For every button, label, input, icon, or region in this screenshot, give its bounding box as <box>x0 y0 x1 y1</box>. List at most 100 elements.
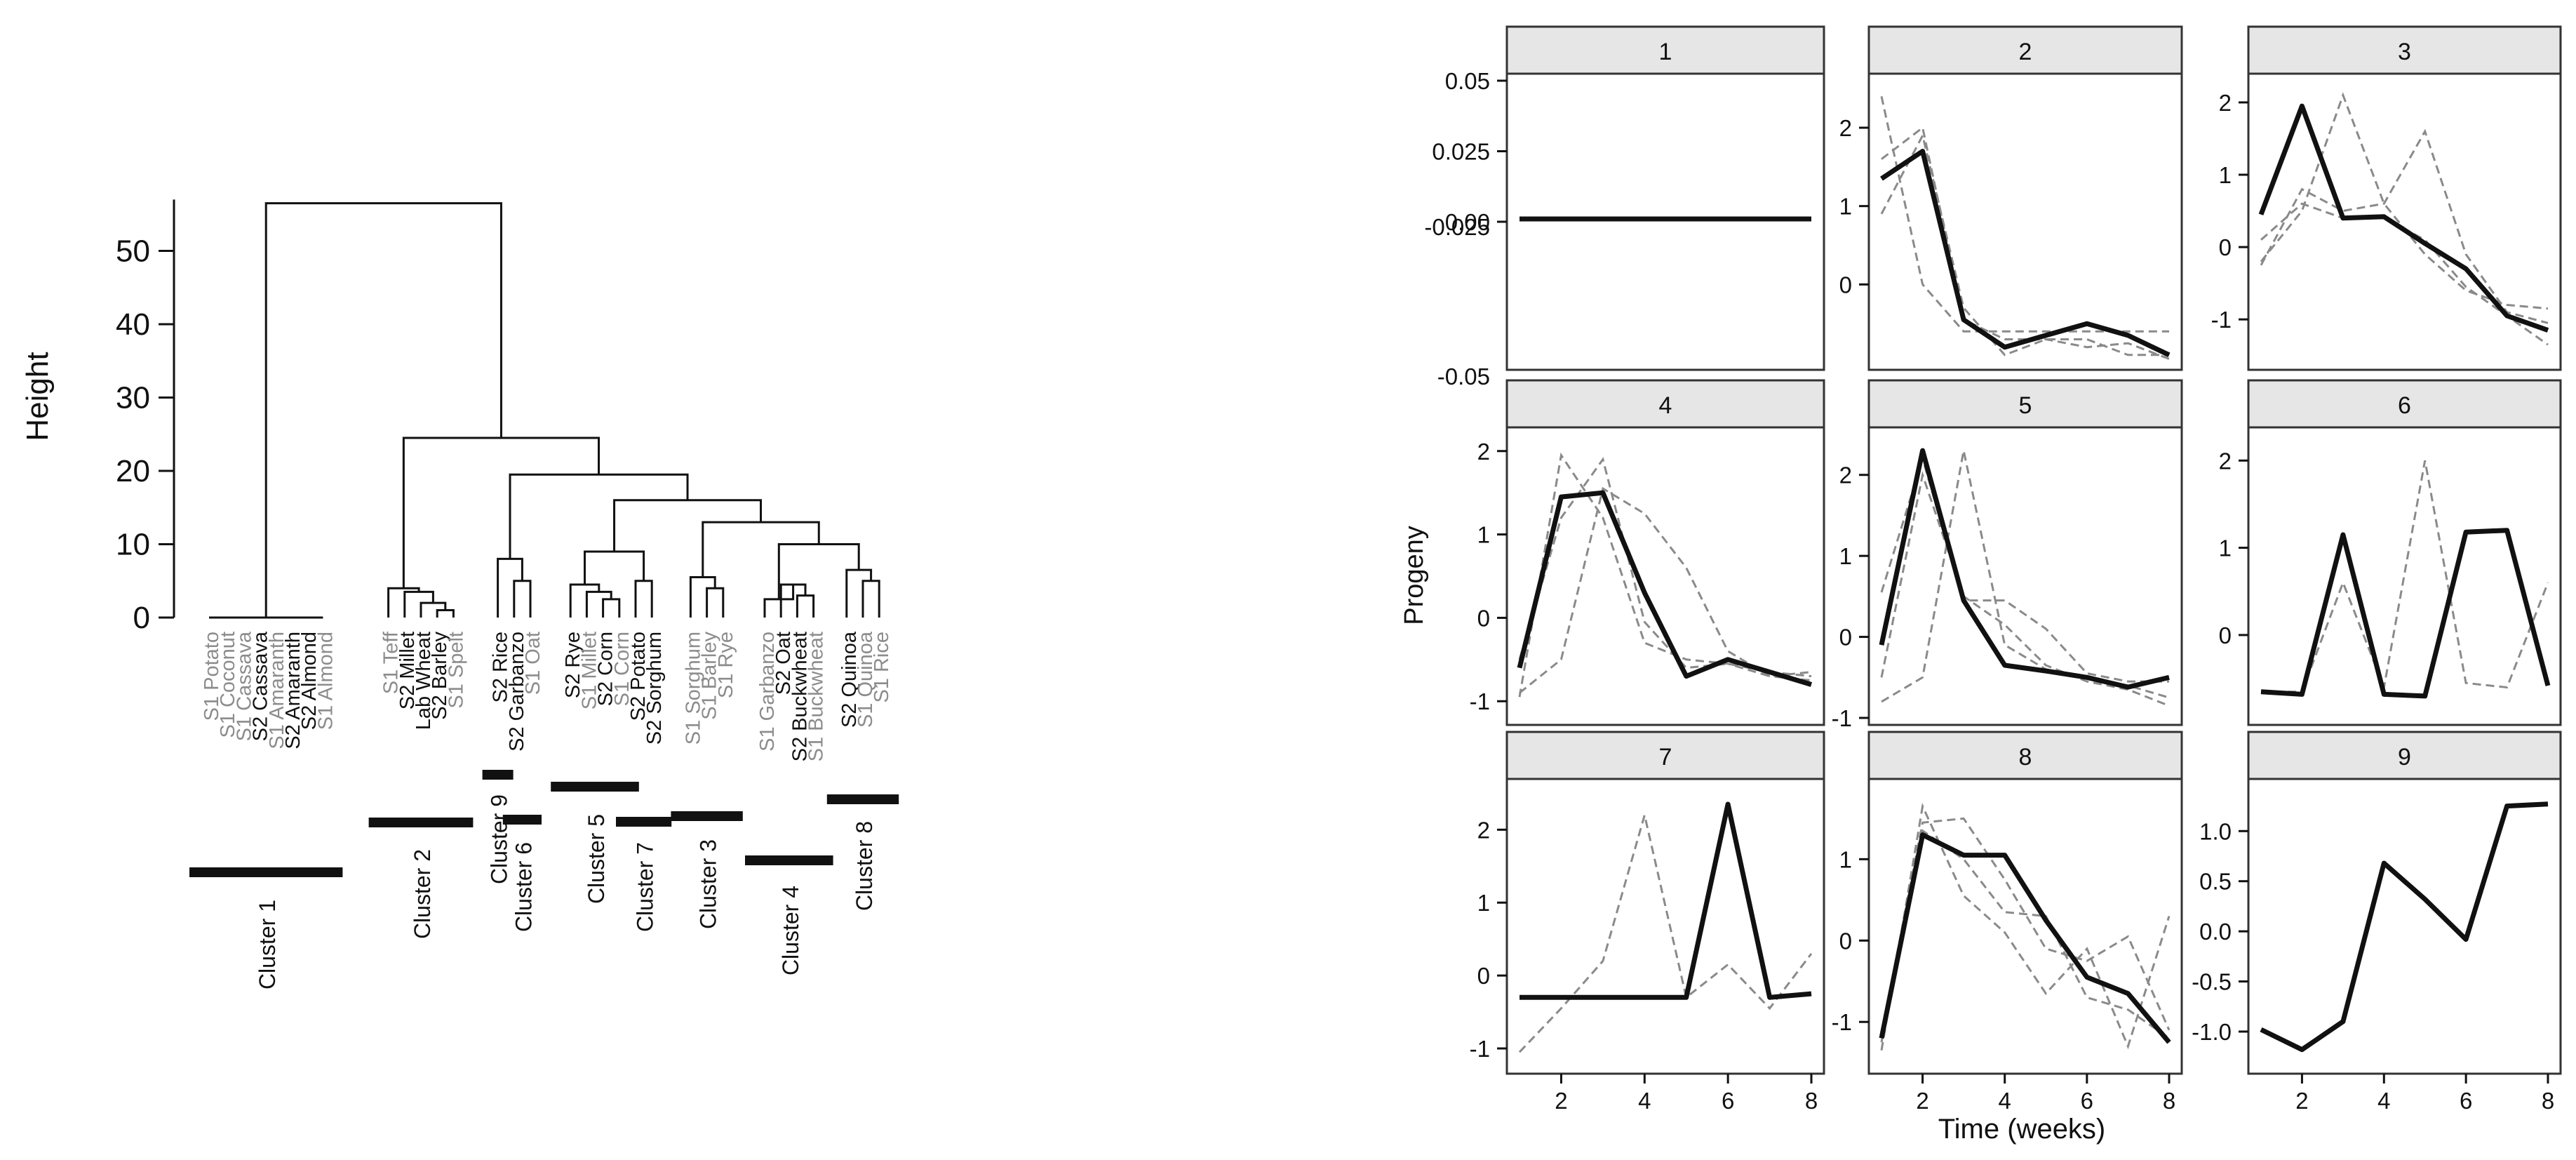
panel-y-tick-label: 1 <box>1839 543 1852 569</box>
panel-y-tick-label: 0.025 <box>1432 139 1490 165</box>
panel-y-tick-label: -1 <box>1832 1009 1852 1035</box>
dendrogram-link <box>689 576 716 618</box>
panel-y-tick-label: 0.5 <box>2199 869 2232 895</box>
dendrogram-leaf-label: S1 Spelt <box>445 632 467 709</box>
panel-y-tick-label: -0.05 <box>1437 364 1490 389</box>
dendrogram-leaf-label: Lab Wheat <box>412 632 435 730</box>
panel-y-tick-label: 0 <box>1839 272 1852 298</box>
panel-strip <box>1867 731 2183 780</box>
panel-9: 9 1.0 0.5 0.0 -0.5 -1.0 2 4 6 8 <box>2192 731 2562 1114</box>
panel-frame <box>1867 778 2183 1075</box>
panel-x-tick-label: 6 <box>2460 1088 2472 1114</box>
dendrogram-leaf-label: S2 Potato <box>627 632 650 721</box>
dendrogram-leaf-label: S2 Buckwheat <box>789 632 811 761</box>
dendrogram-branch <box>613 499 763 552</box>
panel-y-tick-label: 0.00 <box>1445 209 1490 235</box>
panel-title: 7 <box>1659 744 1672 771</box>
dendrogram-y-axis-title: Height <box>20 352 55 441</box>
dendrogram-leaf-label: S1 Corn <box>611 632 633 706</box>
cluster-label: Cluster 4 <box>778 886 803 975</box>
cluster-label: Cluster 6 <box>511 842 536 932</box>
panel-title: 8 <box>2019 744 2032 771</box>
panel-frame <box>2247 426 2562 726</box>
cluster-label: Cluster 2 <box>410 849 435 939</box>
panel-x-tick-label: 2 <box>1916 1088 1928 1114</box>
dendrogram-leaf-label: S1 Quinoa <box>854 631 877 728</box>
dendrogram-y-tick-label: 20 <box>116 454 150 488</box>
panel-frame <box>2247 72 2562 371</box>
panel-y-tick-label: -1 <box>1832 705 1852 731</box>
panel-8: 8 1 0 -1 2 4 6 8 <box>1832 731 2183 1114</box>
panel-y-tick-label: 1 <box>1477 522 1490 548</box>
panel-title: 5 <box>2019 392 2032 419</box>
panel-y-tick-label: 0.05 <box>1445 68 1490 94</box>
dendrogram-branch <box>569 583 601 618</box>
mean-series-line <box>1880 149 2171 357</box>
panel-strip <box>2247 379 2562 429</box>
mean-series-line <box>2260 801 2549 1053</box>
panel-title: 1 <box>1659 39 1672 65</box>
dendrogram-leaf-label: S2 Garbanzo <box>506 632 528 752</box>
dendrogram-leaf-label: S1 Oat <box>522 632 544 695</box>
dendrogram-link <box>706 587 725 618</box>
member-series-line <box>1519 486 1812 694</box>
dendrogram-leaf-label: S2 Barley <box>429 632 451 720</box>
panel-frame <box>1867 72 2183 371</box>
panel-y-tick-label: 0.0 <box>2199 919 2232 945</box>
dendrogram-branch <box>403 590 434 618</box>
mean-series-line <box>1520 801 1812 1000</box>
panel-frame <box>1505 778 1825 1075</box>
cluster-bar <box>826 794 899 804</box>
panel-x-tick-label: 8 <box>2542 1088 2554 1114</box>
panel-title: 3 <box>2398 39 2411 65</box>
dendrogram-leaf-label: S1 Buckwheat <box>805 632 828 761</box>
panel-6: 6 2 1 0 <box>2219 379 2562 726</box>
cluster-bar <box>671 811 743 821</box>
dendrogram-link <box>585 590 612 618</box>
dendrogram-link <box>403 590 434 618</box>
dendrogram-leaf-label: S2 Almond <box>298 632 321 730</box>
panel-title: 2 <box>2019 39 2032 65</box>
dendrogram-leaf-label: S1 Millet <box>578 632 601 709</box>
cluster-label: Cluster 1 <box>255 900 280 989</box>
dendrogram-branch <box>602 598 621 618</box>
panel-x-tick-label: 6 <box>2081 1088 2093 1114</box>
panel-y-tick-label: 1 <box>2219 535 2232 561</box>
panel-y-tick-label: 2 <box>1839 115 1852 141</box>
dendrogram-link <box>402 436 601 589</box>
dendrogram-link <box>861 580 880 618</box>
panel-x-tick-label: 4 <box>1638 1088 1651 1114</box>
panel-7: 7 2 1 0 -1 2 4 6 8 <box>1470 731 1825 1114</box>
dendrogram-link <box>634 580 653 618</box>
panel-y-tick-label: -1 <box>1470 688 1490 714</box>
dendrogram-branch <box>585 590 612 618</box>
member-series-line <box>1518 457 1812 678</box>
dendrogram-leaf-label: S1 Potato <box>201 632 223 721</box>
dendrogram-link <box>513 580 532 618</box>
dendrogram-link <box>497 557 523 618</box>
member-series-line <box>2261 460 2549 693</box>
member-series-line <box>1880 802 2171 1051</box>
dendrogram-branch <box>845 568 873 618</box>
dendrogram-branch <box>513 580 532 618</box>
cluster-label: Cluster 5 <box>584 814 609 904</box>
panel-y-tick-label: 0 <box>1839 928 1852 954</box>
member-series-line <box>2260 202 2549 346</box>
dendrogram-branch <box>861 580 880 618</box>
mean-series-line <box>1879 832 2171 1044</box>
panel-y-tick-label: -1.0 <box>2192 1019 2232 1045</box>
dendrogram-link <box>845 568 873 618</box>
cluster-bar <box>502 815 542 825</box>
panel-y-tick-label: 2 <box>1477 817 1490 843</box>
mean-series-line <box>2260 528 2551 699</box>
mean-series-line <box>1517 490 1813 687</box>
dendrogram-branch <box>436 609 455 618</box>
dendrogram-link <box>702 521 820 578</box>
panel-y-tick-label: 1 <box>2219 162 2232 188</box>
cluster-bar <box>368 818 474 827</box>
dendrogram-leaf-label: S1 Rye <box>715 632 737 698</box>
dendrogram-leaf-label: S2 Quinoa <box>838 631 861 728</box>
member-series-line <box>1880 95 2169 333</box>
